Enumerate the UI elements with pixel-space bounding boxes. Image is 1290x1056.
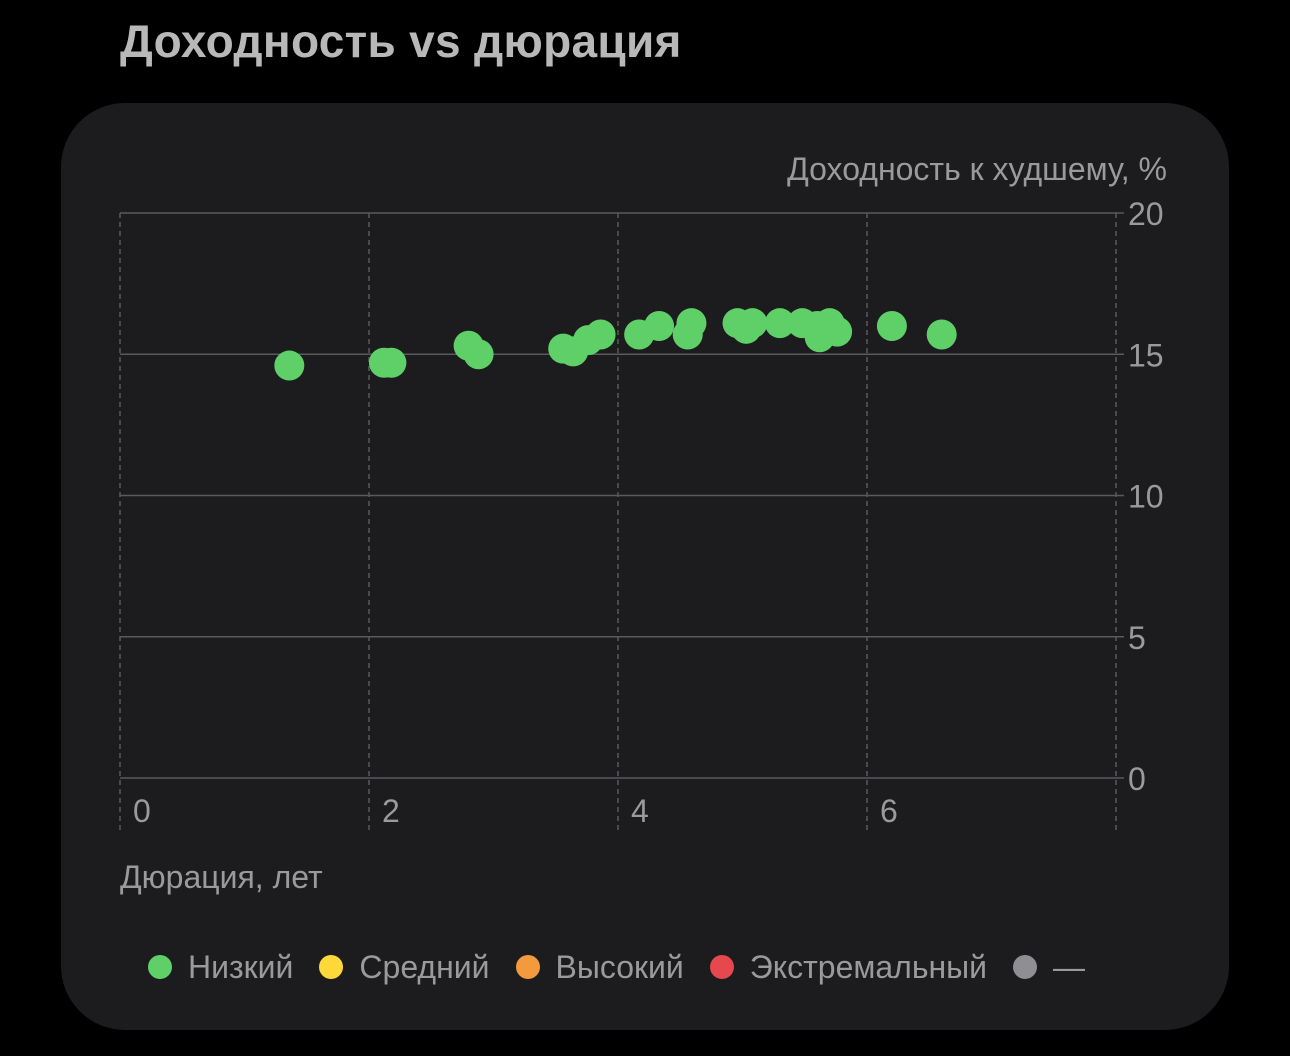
y-tick-label: 15	[1128, 337, 1164, 373]
legend-item: Средний	[319, 948, 490, 986]
y-tick-label: 5	[1128, 620, 1146, 656]
legend-label: Высокий	[555, 948, 684, 985]
legend-dot-icon	[1013, 955, 1038, 979]
legend-dot-icon	[709, 955, 734, 979]
legend-item: Низкий	[148, 949, 293, 986]
legend-dot-icon	[515, 955, 540, 979]
data-point	[274, 350, 305, 381]
x-axis-title: Дюрация, лет	[120, 859, 323, 895]
legend-label: —	[1053, 948, 1086, 985]
legend-dot-icon	[319, 955, 344, 979]
x-tick-label: 4	[631, 793, 649, 829]
data-point	[463, 339, 494, 370]
data-point	[585, 319, 616, 350]
legend-item: Высокий	[515, 948, 684, 986]
y-axis-title: Доходность к худшему, %	[787, 151, 1167, 187]
x-tick-label: 6	[880, 793, 898, 829]
x-tick-label: 0	[133, 793, 151, 829]
y-tick-label: 20	[1128, 196, 1164, 232]
legend-label: Экстремальный	[749, 948, 988, 985]
data-point	[376, 347, 407, 378]
page-title: Доходность vs дюрация	[120, 15, 682, 67]
legend-item: Экстремальный	[709, 948, 988, 986]
data-point	[676, 308, 707, 339]
y-tick-label: 0	[1128, 761, 1146, 797]
x-tick-label: 2	[382, 793, 400, 829]
data-point	[764, 308, 795, 339]
data-point	[926, 319, 957, 350]
data-point	[737, 308, 768, 339]
chart-legend: Низкий Средний Высокий Экстремальный —	[148, 947, 1111, 987]
legend-label: Низкий	[188, 948, 294, 985]
data-point	[822, 316, 853, 347]
legend-item: —	[1013, 949, 1085, 986]
chart-card	[61, 103, 1229, 1030]
data-point	[644, 311, 675, 341]
legend-dot-icon	[148, 955, 172, 979]
legend-label: Средний	[359, 948, 490, 985]
y-tick-label: 10	[1128, 479, 1164, 515]
data-point	[876, 311, 907, 341]
